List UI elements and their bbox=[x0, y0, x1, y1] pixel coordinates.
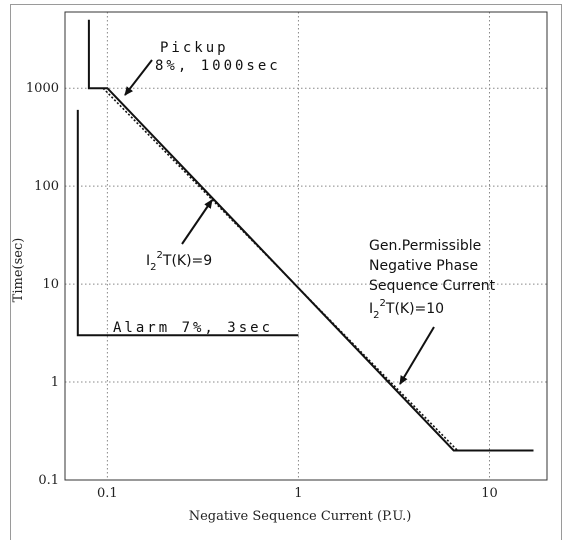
k9-label: I22T(K)=9 bbox=[146, 250, 212, 273]
y-tick-label: 1000 bbox=[26, 81, 59, 96]
gen-label-line1: Gen.Permissible bbox=[369, 238, 481, 254]
gen-label-line3: Sequence Current bbox=[369, 278, 496, 294]
series-group bbox=[76, 19, 534, 452]
k9-arrow bbox=[181, 199, 213, 245]
y-axis-title: Time(sec) bbox=[11, 238, 26, 303]
series-line-1 bbox=[87, 19, 534, 452]
k9-sub: 2 bbox=[150, 262, 156, 273]
alarm-label: Alarm 7%, 3sec bbox=[113, 320, 273, 336]
gen-label-line2: Negative Phase bbox=[369, 258, 478, 274]
k10-arrow bbox=[399, 326, 435, 385]
y-tick-label: 1 bbox=[51, 375, 59, 390]
pickup-arrow bbox=[124, 59, 153, 96]
k10-main: I bbox=[369, 301, 373, 317]
y-tick-label: 100 bbox=[34, 179, 59, 194]
k10-sup: 2 bbox=[380, 298, 386, 309]
y-tick-label: 0.1 bbox=[38, 473, 59, 488]
pickup-label-line1: Pickup bbox=[160, 40, 229, 56]
k10-rest: T(K)=10 bbox=[385, 301, 444, 317]
k9-sup: 2 bbox=[157, 250, 163, 261]
tick-labels: 0.1 1 10 0.1 1 10 100 1000 bbox=[26, 81, 498, 501]
figure-frame bbox=[10, 4, 562, 540]
plot-area-border bbox=[64, 11, 548, 481]
series-line-3 bbox=[76, 109, 299, 337]
x-tick-label: 10 bbox=[481, 486, 498, 501]
k10-sub: 2 bbox=[373, 310, 379, 321]
grid bbox=[65, 12, 547, 480]
series-line-2 bbox=[102, 87, 459, 452]
pickup-label-line2: 8%, 1000sec bbox=[155, 58, 281, 74]
y-tick-label: 10 bbox=[42, 277, 59, 292]
x-tick-label: 1 bbox=[294, 486, 302, 501]
k9-rest: T(K)=9 bbox=[162, 253, 212, 269]
k10-label: I22T(K)=10 bbox=[369, 298, 444, 321]
x-axis-title: Negative Sequence Current (P.U.) bbox=[189, 509, 412, 524]
x-tick-label: 0.1 bbox=[97, 486, 118, 501]
k9-main: I bbox=[146, 253, 150, 269]
